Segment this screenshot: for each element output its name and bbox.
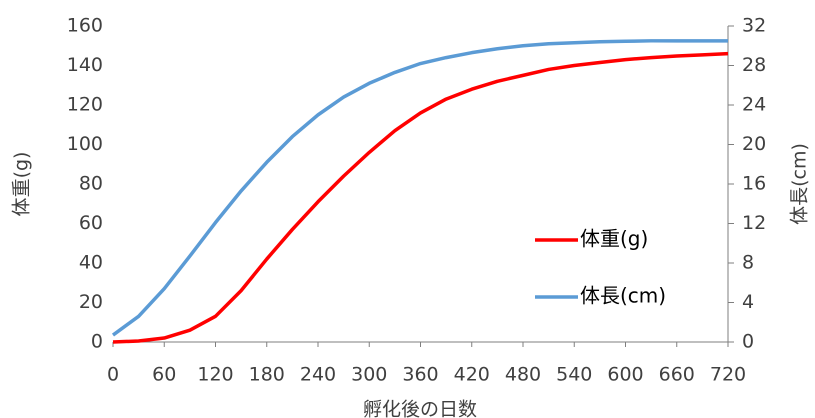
y2-axis-title: 体長(cm) bbox=[789, 143, 811, 225]
x-tick-label: 300 bbox=[351, 364, 387, 386]
x-tick-label: 660 bbox=[659, 364, 695, 386]
x-tick-label: 60 bbox=[152, 364, 176, 386]
y2-tick-label: 24 bbox=[742, 94, 766, 116]
series-line bbox=[111, 39, 728, 337]
x-tick-label: 420 bbox=[454, 364, 490, 386]
y2-tick-label: 28 bbox=[742, 54, 766, 76]
legend-label: 体長(cm) bbox=[580, 284, 666, 308]
legend: 体重(g) 体長(cm) bbox=[535, 227, 666, 308]
y2-tick-label: 16 bbox=[742, 173, 766, 195]
x-tick-label: 600 bbox=[607, 364, 643, 386]
y2-tick-label: 8 bbox=[742, 252, 754, 274]
x-tick-label: 540 bbox=[556, 364, 592, 386]
y-tick-label: 120 bbox=[67, 94, 103, 116]
y-axis-title: 体重(g) bbox=[11, 152, 33, 217]
y-tick-label: 40 bbox=[79, 252, 103, 274]
y2-tick-label: 4 bbox=[742, 291, 754, 313]
x-tick-label: 240 bbox=[300, 364, 336, 386]
x-tick-label: 120 bbox=[197, 364, 233, 386]
y-tick-label: 0 bbox=[91, 331, 103, 353]
legend-label: 体重(g) bbox=[580, 227, 648, 251]
y-tick-label: 60 bbox=[79, 212, 103, 234]
y-tick-label: 100 bbox=[67, 133, 103, 155]
x-tick-label: 360 bbox=[402, 364, 438, 386]
y-tick-label: 140 bbox=[67, 54, 103, 76]
x-tick-label: 480 bbox=[505, 364, 541, 386]
y2-tick-label: 20 bbox=[742, 133, 766, 155]
y2-tick-label: 32 bbox=[742, 15, 766, 37]
y2-tick-label: 12 bbox=[742, 212, 766, 234]
x-axis-title: 孵化後の日数 bbox=[363, 399, 477, 418]
y-tick-label: 20 bbox=[79, 291, 103, 313]
y-tick-label: 80 bbox=[79, 173, 103, 195]
y-tick-label: 160 bbox=[67, 15, 103, 37]
x-tick-label: 720 bbox=[710, 364, 746, 386]
y2-tick-label: 0 bbox=[742, 331, 754, 353]
x-tick-label: 0 bbox=[107, 364, 119, 386]
x-tick-label: 180 bbox=[249, 364, 285, 386]
series-line bbox=[112, 51, 729, 344]
